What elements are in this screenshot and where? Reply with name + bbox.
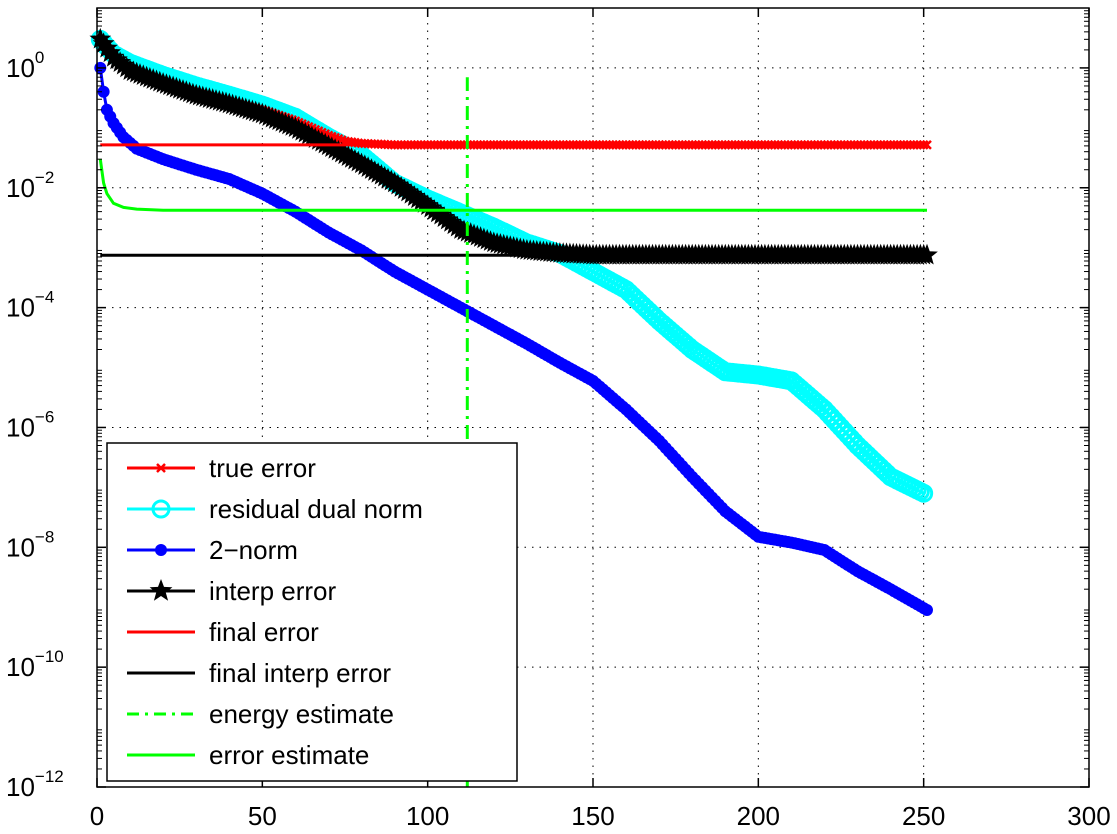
legend-box bbox=[106, 442, 518, 782]
legend: true error residual dual norm 2−norm interp… bbox=[106, 442, 518, 782]
series-line-error-estimate bbox=[98, 158, 927, 212]
legend-label-true-error: true error bbox=[209, 453, 316, 483]
y-tick-label: 10−4 bbox=[6, 288, 54, 323]
y-tick-label: 10−10 bbox=[6, 647, 64, 682]
legend-marker-2-norm bbox=[155, 544, 167, 556]
x-tick-label: 200 bbox=[737, 801, 780, 831]
y-tick-label: 10−12 bbox=[6, 767, 64, 802]
series-layer bbox=[89, 27, 938, 787]
y-tick-label: 10−2 bbox=[6, 168, 54, 203]
series-interp-error bbox=[89, 27, 938, 265]
x-tick-label: 100 bbox=[406, 801, 449, 831]
y-tick-label: 100 bbox=[6, 48, 44, 83]
x-tick-label: 150 bbox=[571, 801, 614, 831]
x-tick-label: 300 bbox=[1067, 801, 1110, 831]
point-2-norm bbox=[920, 603, 933, 616]
legend-marker-true-error bbox=[156, 463, 166, 473]
legend-marker-interp-error bbox=[149, 579, 173, 601]
series-2-norm bbox=[94, 61, 933, 616]
legend-label-2-norm: 2−norm bbox=[209, 535, 298, 565]
y-tick-label: 10−8 bbox=[6, 527, 54, 562]
legend-label-energy-estimate: energy estimate bbox=[209, 699, 394, 729]
legend-label-interp-error: interp error bbox=[209, 576, 336, 606]
x-tick-label: 0 bbox=[90, 801, 104, 831]
legend-label-final-error: final error bbox=[209, 617, 319, 647]
legend-label-final-interp-error: final interp error bbox=[209, 658, 391, 688]
legend-marker-residual-dual-norm bbox=[151, 499, 171, 519]
axis-ticks: 0 50 100 150 200 250 300 10−12 10−10 10−8 10−6 10−4… bbox=[6, 8, 1111, 831]
x-tick-label: 50 bbox=[248, 801, 277, 831]
x-tick-label: 250 bbox=[902, 801, 945, 831]
series-error-estimate bbox=[98, 158, 927, 212]
legend-label-error-estimate: error estimate bbox=[209, 740, 369, 770]
legend-label-residual-dual-norm: residual dual norm bbox=[209, 494, 423, 524]
point-residual-dual-norm bbox=[914, 483, 934, 503]
y-tick-label: 10−6 bbox=[6, 407, 54, 442]
